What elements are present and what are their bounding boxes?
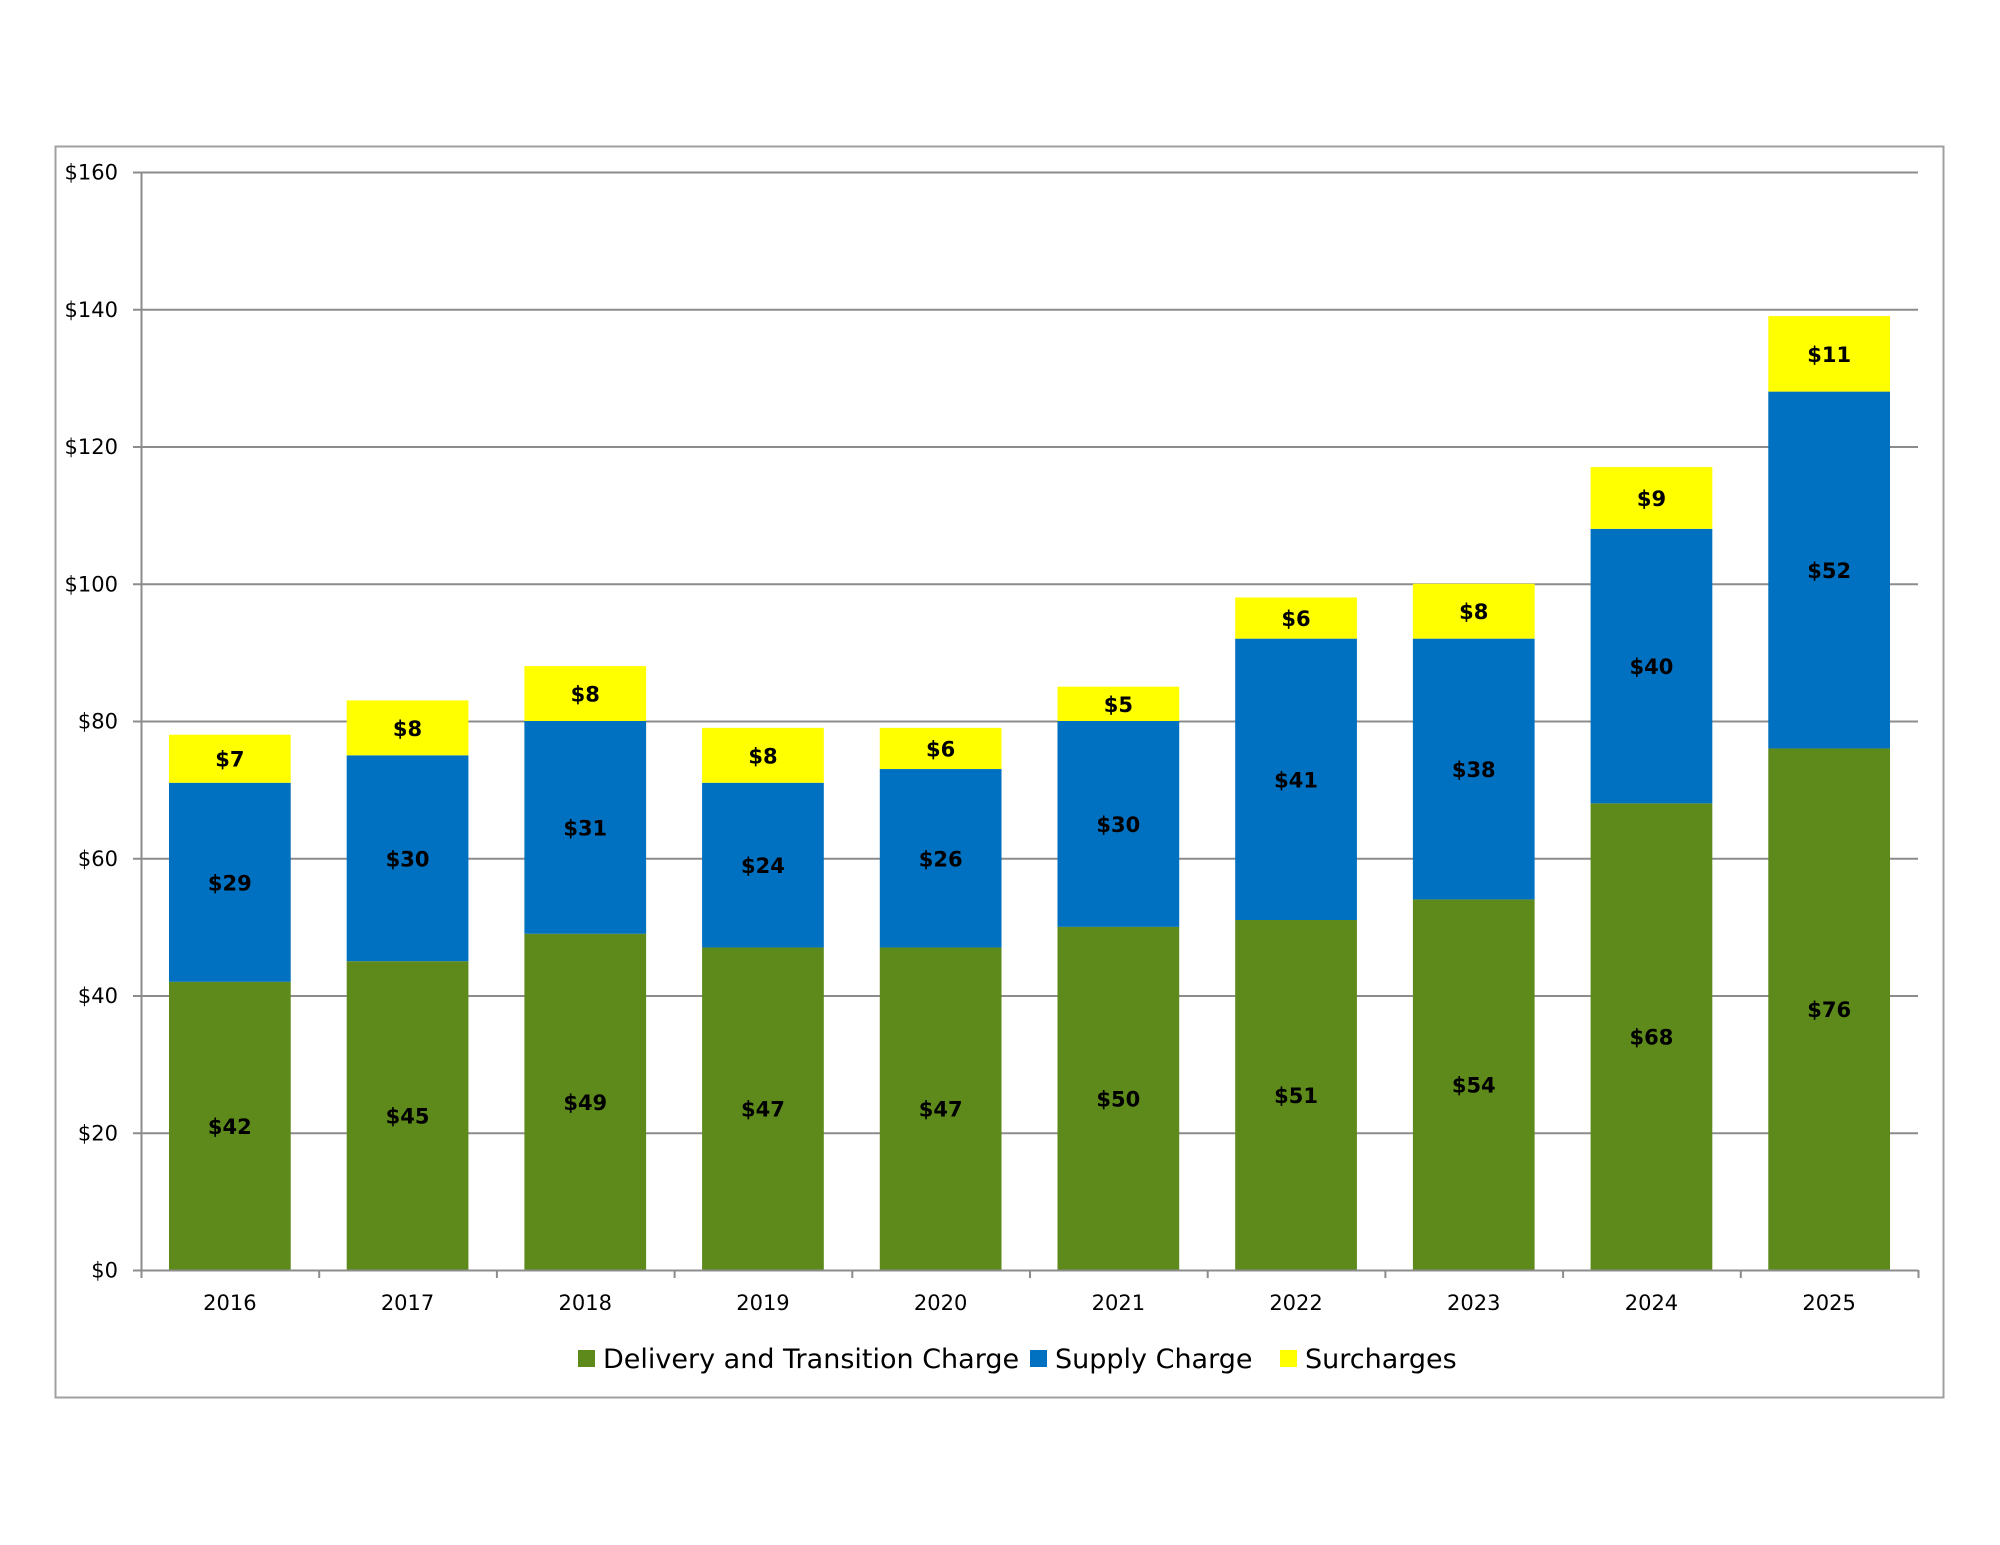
legend-label: Delivery and Transition Charge: [603, 1344, 1019, 1375]
bar-segment-surcharges-2020: [879, 727, 1002, 770]
data-label: $24: [741, 854, 785, 878]
x-tick-label: 2023: [1447, 1291, 1500, 1315]
x-tick-label: 2017: [381, 1291, 434, 1315]
data-label: $54: [1452, 1074, 1496, 1098]
bar-segment-surcharges-2018: [524, 666, 647, 721]
y-tick-label: $100: [65, 572, 118, 596]
bars: $42 $29 $7 $45 $30 $8 $49 $31 $8 $47 $24 $8 $47 $26 $6…: [168, 316, 1891, 1270]
bar-segment-surcharges-2022: [1235, 597, 1357, 639]
data-label: $29: [208, 871, 252, 895]
legend-label: Surcharges: [1305, 1344, 1457, 1375]
bar-segment-supply-charge-2018: [524, 721, 647, 934]
data-label: $30: [1096, 813, 1140, 837]
data-label: $41: [1274, 768, 1318, 792]
bar-segment-surcharges-2016: [168, 734, 291, 783]
y-axis: $0 $20 $40 $60 $80 $100 $120 $140 $160: [65, 161, 143, 1283]
data-label: $11: [1807, 343, 1851, 367]
bar-segment-supply-charge-2019: [702, 782, 824, 948]
data-label: $47: [741, 1098, 785, 1122]
data-label: $7: [215, 748, 244, 772]
y-tick-label: $0: [91, 1259, 118, 1283]
bar-segment-supply-charge-2021: [1057, 721, 1180, 927]
data-label: $45: [386, 1105, 430, 1129]
bar-segment-supply-charge-2023: [1412, 638, 1535, 900]
data-label: $40: [1630, 655, 1674, 679]
bar-segment-delivery-and-transition-charge-2022: [1235, 920, 1357, 1270]
data-label: $30: [386, 847, 430, 871]
data-label: $76: [1807, 998, 1851, 1022]
data-label: $6: [1281, 607, 1310, 631]
y-tick-label: $160: [65, 161, 118, 185]
x-axis: 2016 2017 2018 2019 2020 2021 2022 2023 2024 2025: [140, 1269, 1920, 1315]
legend-swatch: [1030, 1350, 1047, 1367]
x-tick-label: 2024: [1625, 1291, 1678, 1315]
legend: Delivery and Transition Charge Supply Cha…: [578, 1344, 1457, 1375]
data-label: $31: [563, 816, 607, 840]
bar-segment-supply-charge-2025: [1768, 391, 1891, 749]
y-tick-label: $40: [78, 984, 118, 1008]
bar-segment-supply-charge-2024: [1590, 528, 1713, 804]
bar-segment-surcharges-2025: [1768, 316, 1891, 392]
bar-segment-supply-charge-2020: [879, 769, 1002, 948]
data-label: $47: [919, 1098, 963, 1122]
x-tick-label: 2021: [1092, 1291, 1145, 1315]
data-label: $52: [1807, 559, 1851, 583]
bar-segment-surcharges-2021: [1057, 686, 1180, 721]
legend-label: Supply Charge: [1055, 1344, 1252, 1375]
data-label: $51: [1274, 1084, 1318, 1108]
bar-segment-delivery-and-transition-charge-2023: [1412, 899, 1535, 1270]
data-label: $5: [1104, 693, 1133, 717]
legend-swatch: [578, 1350, 595, 1367]
bar-segment-delivery-and-transition-charge-2016: [168, 981, 291, 1270]
legend-swatch: [1280, 1350, 1297, 1367]
data-label: $49: [563, 1091, 607, 1115]
bar-segment-delivery-and-transition-charge-2025: [1768, 748, 1891, 1270]
bar-segment-delivery-and-transition-charge-2021: [1057, 926, 1180, 1270]
y-tick-label: $20: [78, 1121, 118, 1145]
x-tick-label: 2016: [203, 1291, 256, 1315]
y-tick-label: $120: [65, 435, 118, 459]
x-tick-label: 2018: [559, 1291, 612, 1315]
bar-segment-delivery-and-transition-charge-2018: [524, 933, 647, 1270]
bar-segment-surcharges-2017: [346, 700, 469, 756]
data-label: $42: [208, 1115, 252, 1139]
data-label: $68: [1630, 1026, 1674, 1050]
data-label: $26: [919, 847, 963, 871]
data-label: $8: [748, 744, 777, 768]
bar-segment-surcharges-2019: [702, 727, 824, 783]
y-tick-label: $140: [65, 298, 118, 322]
x-tick-label: 2025: [1802, 1291, 1855, 1315]
bar-segment-surcharges-2023: [1412, 583, 1535, 639]
bar-segment-supply-charge-2022: [1235, 638, 1357, 921]
y-tick-label: $80: [78, 710, 118, 734]
data-label: $6: [926, 737, 955, 761]
bar-segment-delivery-and-transition-charge-2019: [702, 947, 824, 1270]
data-label: $9: [1637, 487, 1666, 511]
x-tick-label: 2022: [1269, 1291, 1322, 1315]
data-label: $38: [1452, 758, 1496, 782]
y-tick-label: $60: [78, 847, 118, 871]
bar-segment-delivery-and-transition-charge-2024: [1590, 803, 1713, 1270]
bar-segment-surcharges-2024: [1590, 467, 1713, 529]
data-label: $8: [571, 683, 600, 707]
data-label: $50: [1096, 1087, 1140, 1111]
data-label: $8: [393, 717, 422, 741]
bar-segment-supply-charge-2017: [346, 755, 469, 962]
data-label: $8: [1459, 600, 1488, 624]
x-tick-label: 2020: [914, 1291, 967, 1315]
bar-segment-delivery-and-transition-charge-2020: [879, 947, 1002, 1270]
bar-segment-delivery-and-transition-charge-2017: [346, 961, 469, 1270]
x-tick-label: 2019: [736, 1291, 789, 1315]
bar-segment-supply-charge-2016: [168, 782, 291, 982]
